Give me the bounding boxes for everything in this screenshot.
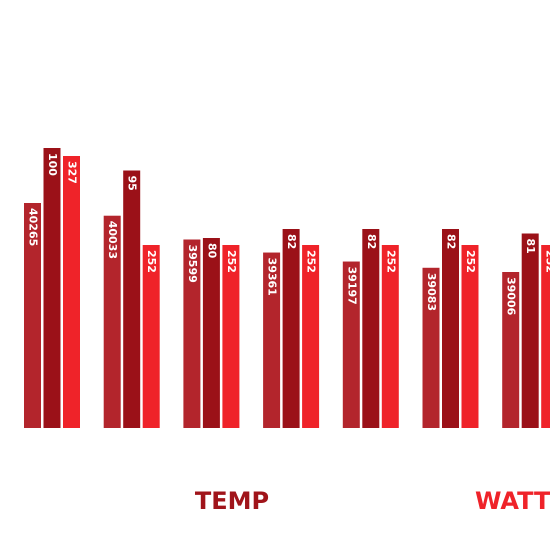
bar-value-label: 252 bbox=[544, 250, 550, 273]
bar bbox=[222, 245, 240, 428]
bar-value-label: 39006 bbox=[505, 277, 518, 316]
bar-value-label: 39599 bbox=[186, 245, 199, 283]
bar bbox=[43, 148, 61, 428]
bar bbox=[202, 238, 220, 428]
bar bbox=[103, 215, 121, 428]
bar bbox=[362, 229, 380, 428]
bar-value-label: 39197 bbox=[345, 267, 358, 305]
bar-value-label: 252 bbox=[384, 250, 397, 273]
bar bbox=[302, 245, 320, 428]
bar-value-label: 252 bbox=[464, 250, 477, 273]
bar bbox=[183, 239, 201, 428]
bar-value-label: 252 bbox=[145, 250, 158, 273]
bar-value-label: 39361 bbox=[266, 258, 279, 296]
bar-value-label: 252 bbox=[305, 250, 318, 273]
bar bbox=[422, 267, 440, 428]
bar bbox=[123, 170, 141, 428]
bar-value-label: 82 bbox=[365, 234, 378, 249]
bar bbox=[381, 245, 399, 428]
bar-value-label: 80 bbox=[205, 243, 218, 259]
bar bbox=[282, 229, 300, 428]
bar bbox=[442, 229, 459, 428]
category-label: TEMP bbox=[195, 487, 269, 515]
category-label: WATT bbox=[475, 487, 550, 515]
bar bbox=[502, 272, 520, 428]
bar-value-label: 39083 bbox=[425, 273, 438, 311]
bar bbox=[142, 245, 160, 428]
bar-value-label: 81 bbox=[524, 239, 537, 254]
bar bbox=[63, 156, 80, 428]
bar bbox=[24, 203, 41, 428]
bar-value-label: 252 bbox=[225, 250, 238, 273]
bar bbox=[521, 233, 539, 428]
bar bbox=[342, 261, 360, 428]
bar bbox=[461, 245, 479, 428]
bar-value-label: 82 bbox=[285, 234, 298, 249]
bar-value-label: 327 bbox=[66, 161, 79, 184]
bar bbox=[541, 245, 550, 428]
bar-value-label: 100 bbox=[46, 153, 59, 176]
bar bbox=[263, 252, 281, 428]
bar-value-label: 40033 bbox=[106, 221, 119, 259]
bar-value-label: 82 bbox=[445, 234, 458, 249]
bar-value-label: 95 bbox=[126, 176, 139, 191]
bar-value-label: 40265 bbox=[27, 208, 40, 246]
